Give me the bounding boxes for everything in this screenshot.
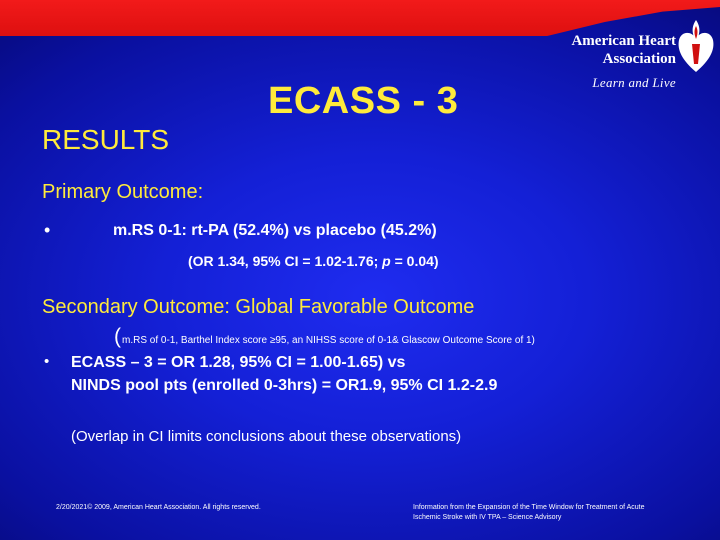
- logo-text: American Heart Association Learn and Liv…: [548, 32, 676, 92]
- logo-name-line1: American Heart: [571, 33, 676, 49]
- footer-source: Information from the Expansion of the Ti…: [413, 503, 645, 523]
- p-value-text: = 0.04): [390, 253, 439, 269]
- footer-copyright: 2/20/2021© 2009, American Heart Associat…: [56, 504, 261, 511]
- p-symbol: p: [382, 253, 391, 269]
- primary-outcome-line: m.RS 0-1: rt-PA (52.4%) vs placebo (45.2…: [113, 222, 437, 239]
- primary-bullet: •: [44, 220, 51, 240]
- overlap-note: (Overlap in CI limits conclusions about …: [71, 428, 462, 445]
- definition-paren: (: [114, 325, 121, 348]
- footer-source-line2: Ischemic Stroke with IV TPA – Science Ad…: [413, 514, 562, 521]
- primary-odds-ratio: (OR 1.34, 95% CI = 1.02-1.76; p = 0.04): [188, 253, 439, 269]
- section-heading: RESULTS: [42, 124, 170, 155]
- heart-torch-icon: [678, 20, 714, 72]
- secondary-bullet: •: [44, 353, 50, 370]
- primary-outcome-heading: Primary Outcome:: [42, 181, 204, 203]
- odds-ratio-text: (OR 1.34, 95% CI = 1.02-1.76;: [188, 253, 383, 269]
- secondary-outcome-heading: Secondary Outcome: Global Favorable Outc…: [42, 296, 475, 318]
- secondary-definition: m.RS of 0-1, Barthel Index score ≥95, an…: [122, 335, 535, 346]
- ecass-result-line: ECASS – 3 = OR 1.28, 95% CI = 1.00-1.65)…: [71, 354, 406, 371]
- logo-name-line2: Association: [602, 51, 676, 67]
- aha-logo: American Heart Association Learn and Liv…: [548, 14, 718, 96]
- logo-tagline: Learn and Live: [592, 75, 676, 90]
- slide-title: ECASS - 3: [268, 80, 459, 122]
- ninds-result-line: NINDS pool pts (enrolled 0-3hrs) = OR1.9…: [71, 377, 498, 394]
- footer-source-line1: Information from the Expansion of the Ti…: [413, 504, 645, 511]
